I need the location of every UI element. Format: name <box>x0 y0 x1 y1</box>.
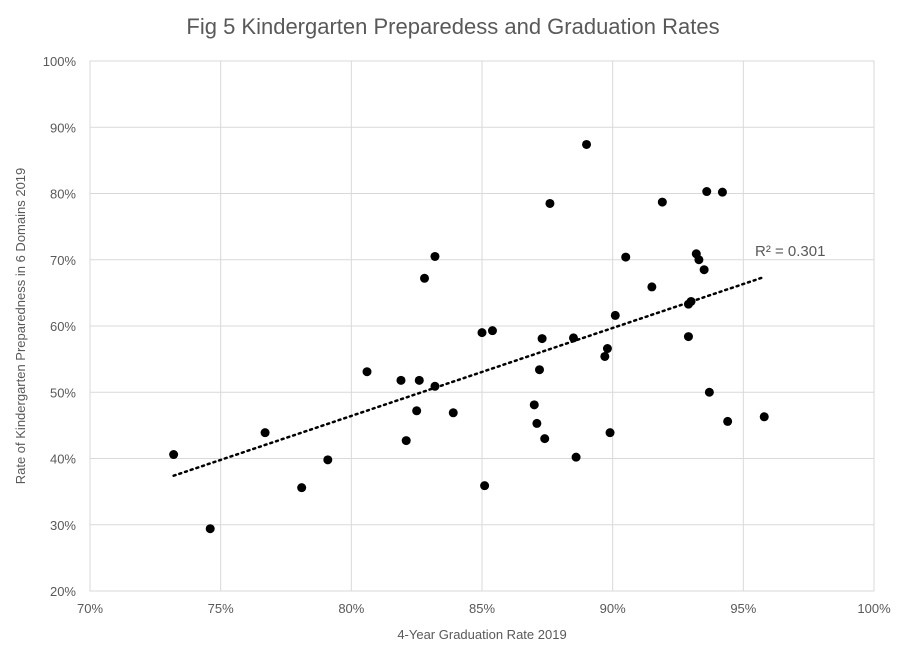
x-tick-label: 90% <box>600 601 626 616</box>
data-point <box>430 381 440 391</box>
data-point <box>568 333 578 343</box>
data-point <box>704 387 714 397</box>
data-point <box>532 418 542 428</box>
data-point <box>205 524 215 534</box>
data-point <box>477 328 487 338</box>
data-point <box>600 351 610 361</box>
y-tick-label: 20% <box>50 584 76 599</box>
y-tick-label: 80% <box>50 187 76 202</box>
data-point <box>537 334 547 344</box>
data-point <box>487 326 497 336</box>
data-point <box>602 344 612 354</box>
x-tick-label: 75% <box>208 601 234 616</box>
y-tick-label: 40% <box>50 452 76 467</box>
x-tick-label: 95% <box>730 601 756 616</box>
data-point <box>297 483 307 493</box>
data-point <box>169 450 179 460</box>
data-point <box>401 436 411 446</box>
x-axis-title: 4-Year Graduation Rate 2019 <box>397 627 566 642</box>
data-point <box>480 481 490 491</box>
r-squared-annotation: R² = 0.301 <box>755 243 825 260</box>
data-point <box>362 367 372 377</box>
data-point <box>582 139 592 149</box>
data-point <box>571 452 581 462</box>
data-point <box>647 282 657 292</box>
y-tick-label: 30% <box>50 518 76 533</box>
x-tick-label: 85% <box>469 601 495 616</box>
y-axis-title: Rate of Kindergarten Preparedness in 6 D… <box>13 168 28 485</box>
data-point <box>621 252 631 262</box>
data-points <box>169 139 769 534</box>
data-point <box>723 416 733 426</box>
data-point <box>683 332 693 342</box>
plot-area <box>89 60 875 592</box>
data-point <box>702 187 712 197</box>
data-point <box>540 434 550 444</box>
data-point <box>717 187 727 197</box>
y-tick-label: 100% <box>43 54 77 69</box>
data-point <box>420 273 430 283</box>
y-tick-label: 70% <box>50 253 76 268</box>
data-point <box>686 296 696 306</box>
data-point <box>529 400 539 410</box>
x-tick-label: 80% <box>338 601 364 616</box>
chart-title: Fig 5 Kindergarten Preparedess and Gradu… <box>186 14 719 39</box>
data-point <box>396 375 406 385</box>
x-tick-label: 70% <box>77 601 103 616</box>
data-point <box>448 408 458 418</box>
data-point <box>699 265 709 275</box>
data-point <box>759 412 769 422</box>
tick-labels: 70% 75% 80% 85% 90% 95% 100% 20% 30% 40% 50% 60% 70%… <box>43 54 891 616</box>
data-point <box>323 455 333 465</box>
data-point <box>545 198 555 208</box>
y-tick-label: 60% <box>50 319 76 334</box>
y-tick-label: 50% <box>50 385 76 400</box>
data-point <box>694 255 704 265</box>
y-tick-label: 90% <box>50 120 76 135</box>
trendline-layer <box>172 275 766 477</box>
data-point <box>605 428 615 438</box>
data-point <box>534 365 544 375</box>
data-point <box>430 251 440 261</box>
trendline <box>172 275 766 477</box>
data-point <box>610 310 620 320</box>
data-point <box>657 197 667 207</box>
data-point <box>412 406 422 416</box>
gridlines <box>89 60 875 592</box>
x-tick-label: 100% <box>857 601 891 616</box>
data-point <box>414 375 424 385</box>
data-point <box>260 428 270 438</box>
